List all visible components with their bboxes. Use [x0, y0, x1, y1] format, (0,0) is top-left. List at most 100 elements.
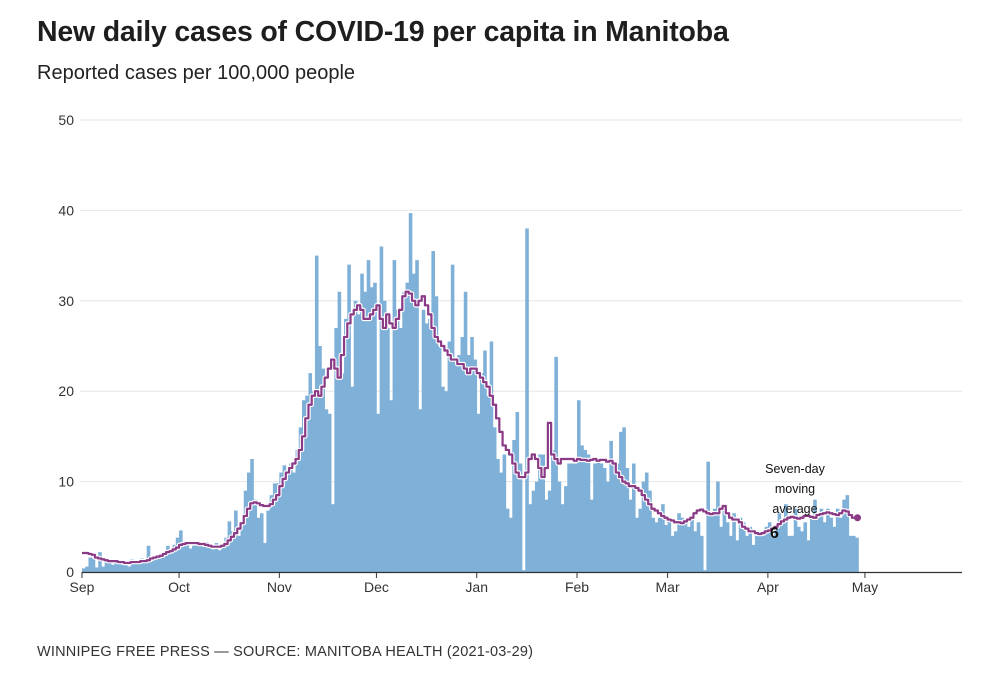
daily-bar — [822, 522, 827, 572]
daily-bar — [570, 463, 575, 572]
daily-bar — [771, 535, 775, 572]
daily-case-bars — [82, 213, 859, 573]
daily-bar — [512, 440, 516, 572]
x-tick-label-nov: Nov — [267, 579, 292, 595]
x-tick-label-may: May — [852, 579, 878, 595]
daily-bar — [175, 537, 180, 572]
daily-bar — [476, 413, 481, 572]
daily-bar — [577, 400, 581, 572]
daily-bar — [185, 544, 190, 572]
daily-bar — [434, 296, 439, 572]
daily-bar — [622, 427, 626, 572]
daily-bar — [848, 535, 853, 572]
daily-bar — [130, 559, 135, 572]
daily-bar — [732, 513, 736, 572]
y-axis-labels: 0 10 20 30 40 50 — [58, 112, 74, 580]
daily-bar — [460, 336, 465, 572]
daily-bar — [450, 264, 455, 572]
daily-bar — [751, 544, 756, 572]
daily-bar — [85, 566, 89, 572]
moving-average-annotation: Seven-day moving average 6 — [765, 462, 826, 542]
daily-bar — [496, 459, 500, 572]
daily-bar — [518, 463, 523, 572]
daily-bar — [214, 543, 219, 572]
daily-bar — [457, 355, 461, 572]
daily-bar — [376, 413, 380, 572]
daily-bar — [182, 542, 186, 572]
daily-bar — [489, 341, 494, 572]
daily-bar — [615, 463, 620, 572]
daily-bar — [120, 564, 125, 572]
daily-bar — [522, 570, 526, 572]
daily-bar — [560, 504, 565, 572]
daily-bar — [360, 273, 364, 572]
daily-bar — [709, 513, 714, 572]
daily-bar — [149, 561, 154, 572]
daily-bar — [557, 481, 562, 572]
daily-bar — [133, 562, 138, 572]
daily-bar — [502, 454, 507, 572]
y-tick-label-20: 20 — [58, 383, 74, 399]
daily-bar — [793, 508, 798, 572]
daily-bar — [418, 409, 423, 572]
daily-bar — [208, 544, 212, 572]
daily-bar — [350, 386, 355, 572]
daily-bar — [259, 513, 264, 572]
daily-bar — [366, 260, 371, 572]
chart-subtitle: Reported cases per 100,000 people — [37, 62, 356, 84]
daily-bar — [153, 556, 157, 572]
daily-bar — [392, 260, 397, 572]
daily-bar — [742, 522, 746, 572]
daily-bar — [88, 557, 93, 572]
daily-bar — [353, 300, 358, 572]
daily-bar — [580, 445, 584, 572]
daily-bar — [599, 463, 604, 572]
daily-bar — [470, 336, 474, 572]
daily-bar — [670, 535, 675, 572]
daily-bar — [114, 560, 118, 572]
daily-bar — [321, 368, 325, 572]
daily-bar — [159, 555, 164, 572]
x-tick-label-dec: Dec — [364, 579, 389, 595]
daily-bar — [373, 282, 377, 572]
daily-bar — [754, 535, 759, 572]
daily-bar — [276, 483, 280, 572]
daily-bar — [198, 544, 203, 572]
daily-bar — [832, 526, 837, 572]
daily-bar — [612, 463, 617, 572]
daily-bar — [674, 531, 678, 572]
daily-bar — [101, 566, 105, 572]
daily-bar — [295, 449, 300, 572]
daily-bar — [331, 504, 335, 572]
daily-bar — [447, 341, 452, 572]
daily-bar — [602, 468, 607, 572]
daily-bar — [247, 472, 251, 572]
daily-bar — [696, 522, 701, 572]
daily-bar — [842, 499, 846, 572]
daily-bar — [437, 346, 442, 572]
x-tick-label-jan: Jan — [465, 579, 488, 595]
y-tick-label-50: 50 — [58, 112, 74, 128]
source-footer: WINNIPEG FREE PRESS — SOURCE: MANITOBA H… — [37, 644, 534, 660]
daily-bar — [382, 300, 387, 572]
daily-bar — [564, 486, 568, 572]
daily-bar — [314, 255, 319, 572]
daily-bar — [344, 318, 348, 572]
daily-bar — [337, 291, 342, 572]
daily-bar — [318, 346, 322, 572]
daily-bar — [596, 459, 600, 572]
daily-bar — [379, 246, 384, 572]
daily-bar — [706, 461, 710, 572]
daily-bar — [201, 546, 206, 572]
daily-bar — [784, 504, 788, 572]
daily-bar — [551, 449, 555, 572]
daily-bar — [835, 508, 840, 572]
daily-bar — [192, 545, 196, 572]
daily-bar — [444, 391, 448, 572]
daily-bar — [473, 359, 478, 572]
daily-bar — [156, 558, 160, 572]
daily-bar — [547, 490, 552, 572]
daily-bar — [98, 552, 102, 572]
daily-bar — [654, 522, 659, 572]
daily-bar — [767, 522, 772, 572]
